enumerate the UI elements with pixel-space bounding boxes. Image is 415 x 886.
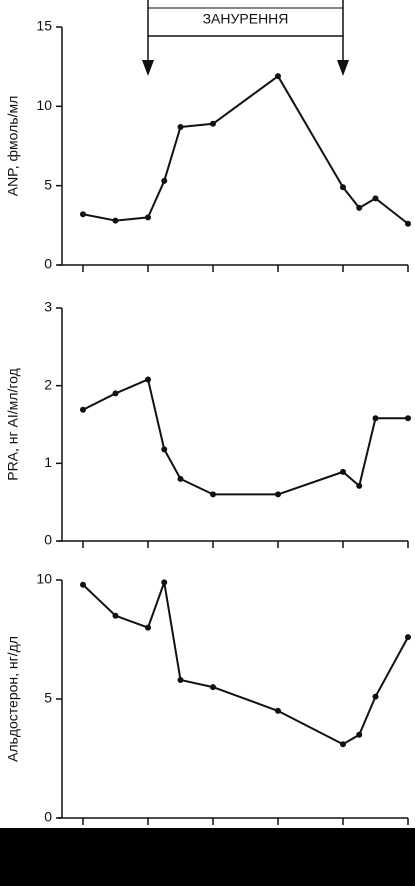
y-tick-label: 15	[36, 18, 52, 34]
data-point	[177, 123, 184, 130]
data-point	[405, 634, 411, 641]
data-point	[112, 612, 119, 619]
data-point	[372, 195, 379, 202]
bottom-cover	[0, 828, 415, 886]
data-point	[112, 390, 119, 397]
y-tick-label: 2	[44, 376, 52, 392]
data-point	[275, 491, 281, 498]
data-point	[161, 177, 168, 184]
data-point	[145, 214, 151, 221]
data-point	[210, 684, 216, 691]
data-point	[356, 482, 363, 489]
data-point	[275, 707, 281, 714]
annotation-text: ЗАНУРЕННЯ	[203, 11, 289, 27]
data-point	[340, 184, 346, 191]
data-point	[161, 579, 168, 586]
data-point	[356, 731, 363, 738]
data-point	[177, 475, 184, 482]
data-line	[82, 581, 409, 746]
data-point	[405, 415, 411, 422]
data-point	[210, 491, 216, 498]
y-tick-label: 3	[44, 299, 52, 315]
y-axis-label: Альдостерон, нг/дл	[5, 636, 21, 762]
y-tick-label: 0	[44, 256, 52, 272]
annotation-box	[147, 0, 344, 37]
y-tick-label: 0	[44, 532, 52, 548]
data-point	[80, 211, 86, 218]
data-point	[112, 217, 119, 224]
data-line	[82, 378, 408, 496]
data-point	[145, 624, 151, 631]
data-point	[161, 446, 168, 453]
data-point	[210, 120, 216, 127]
data-point	[275, 73, 281, 80]
y-tick-label: 10	[36, 97, 52, 113]
data-point	[356, 204, 363, 211]
data-point	[80, 406, 86, 413]
annotation-arrow-head	[142, 60, 154, 76]
y-tick-label: 5	[44, 176, 52, 192]
y-tick-label: 5	[44, 690, 52, 706]
y-tick-label: 10	[36, 571, 52, 587]
data-point	[340, 741, 346, 748]
y-tick-label: 0	[44, 809, 52, 825]
data-point	[405, 220, 411, 227]
data-point	[177, 676, 184, 683]
y-tick-label: 1	[44, 454, 52, 470]
data-point	[372, 693, 379, 700]
data-line	[82, 75, 409, 225]
annotation-arrow-head	[337, 60, 349, 76]
y-axis-label: ANP, фмоль/мл	[5, 96, 21, 197]
data-point	[372, 415, 379, 422]
data-point	[340, 468, 346, 475]
y-axis-label: PRA, нг АІ/мл/год	[5, 368, 21, 481]
data-point	[145, 376, 151, 383]
data-point	[80, 581, 86, 588]
